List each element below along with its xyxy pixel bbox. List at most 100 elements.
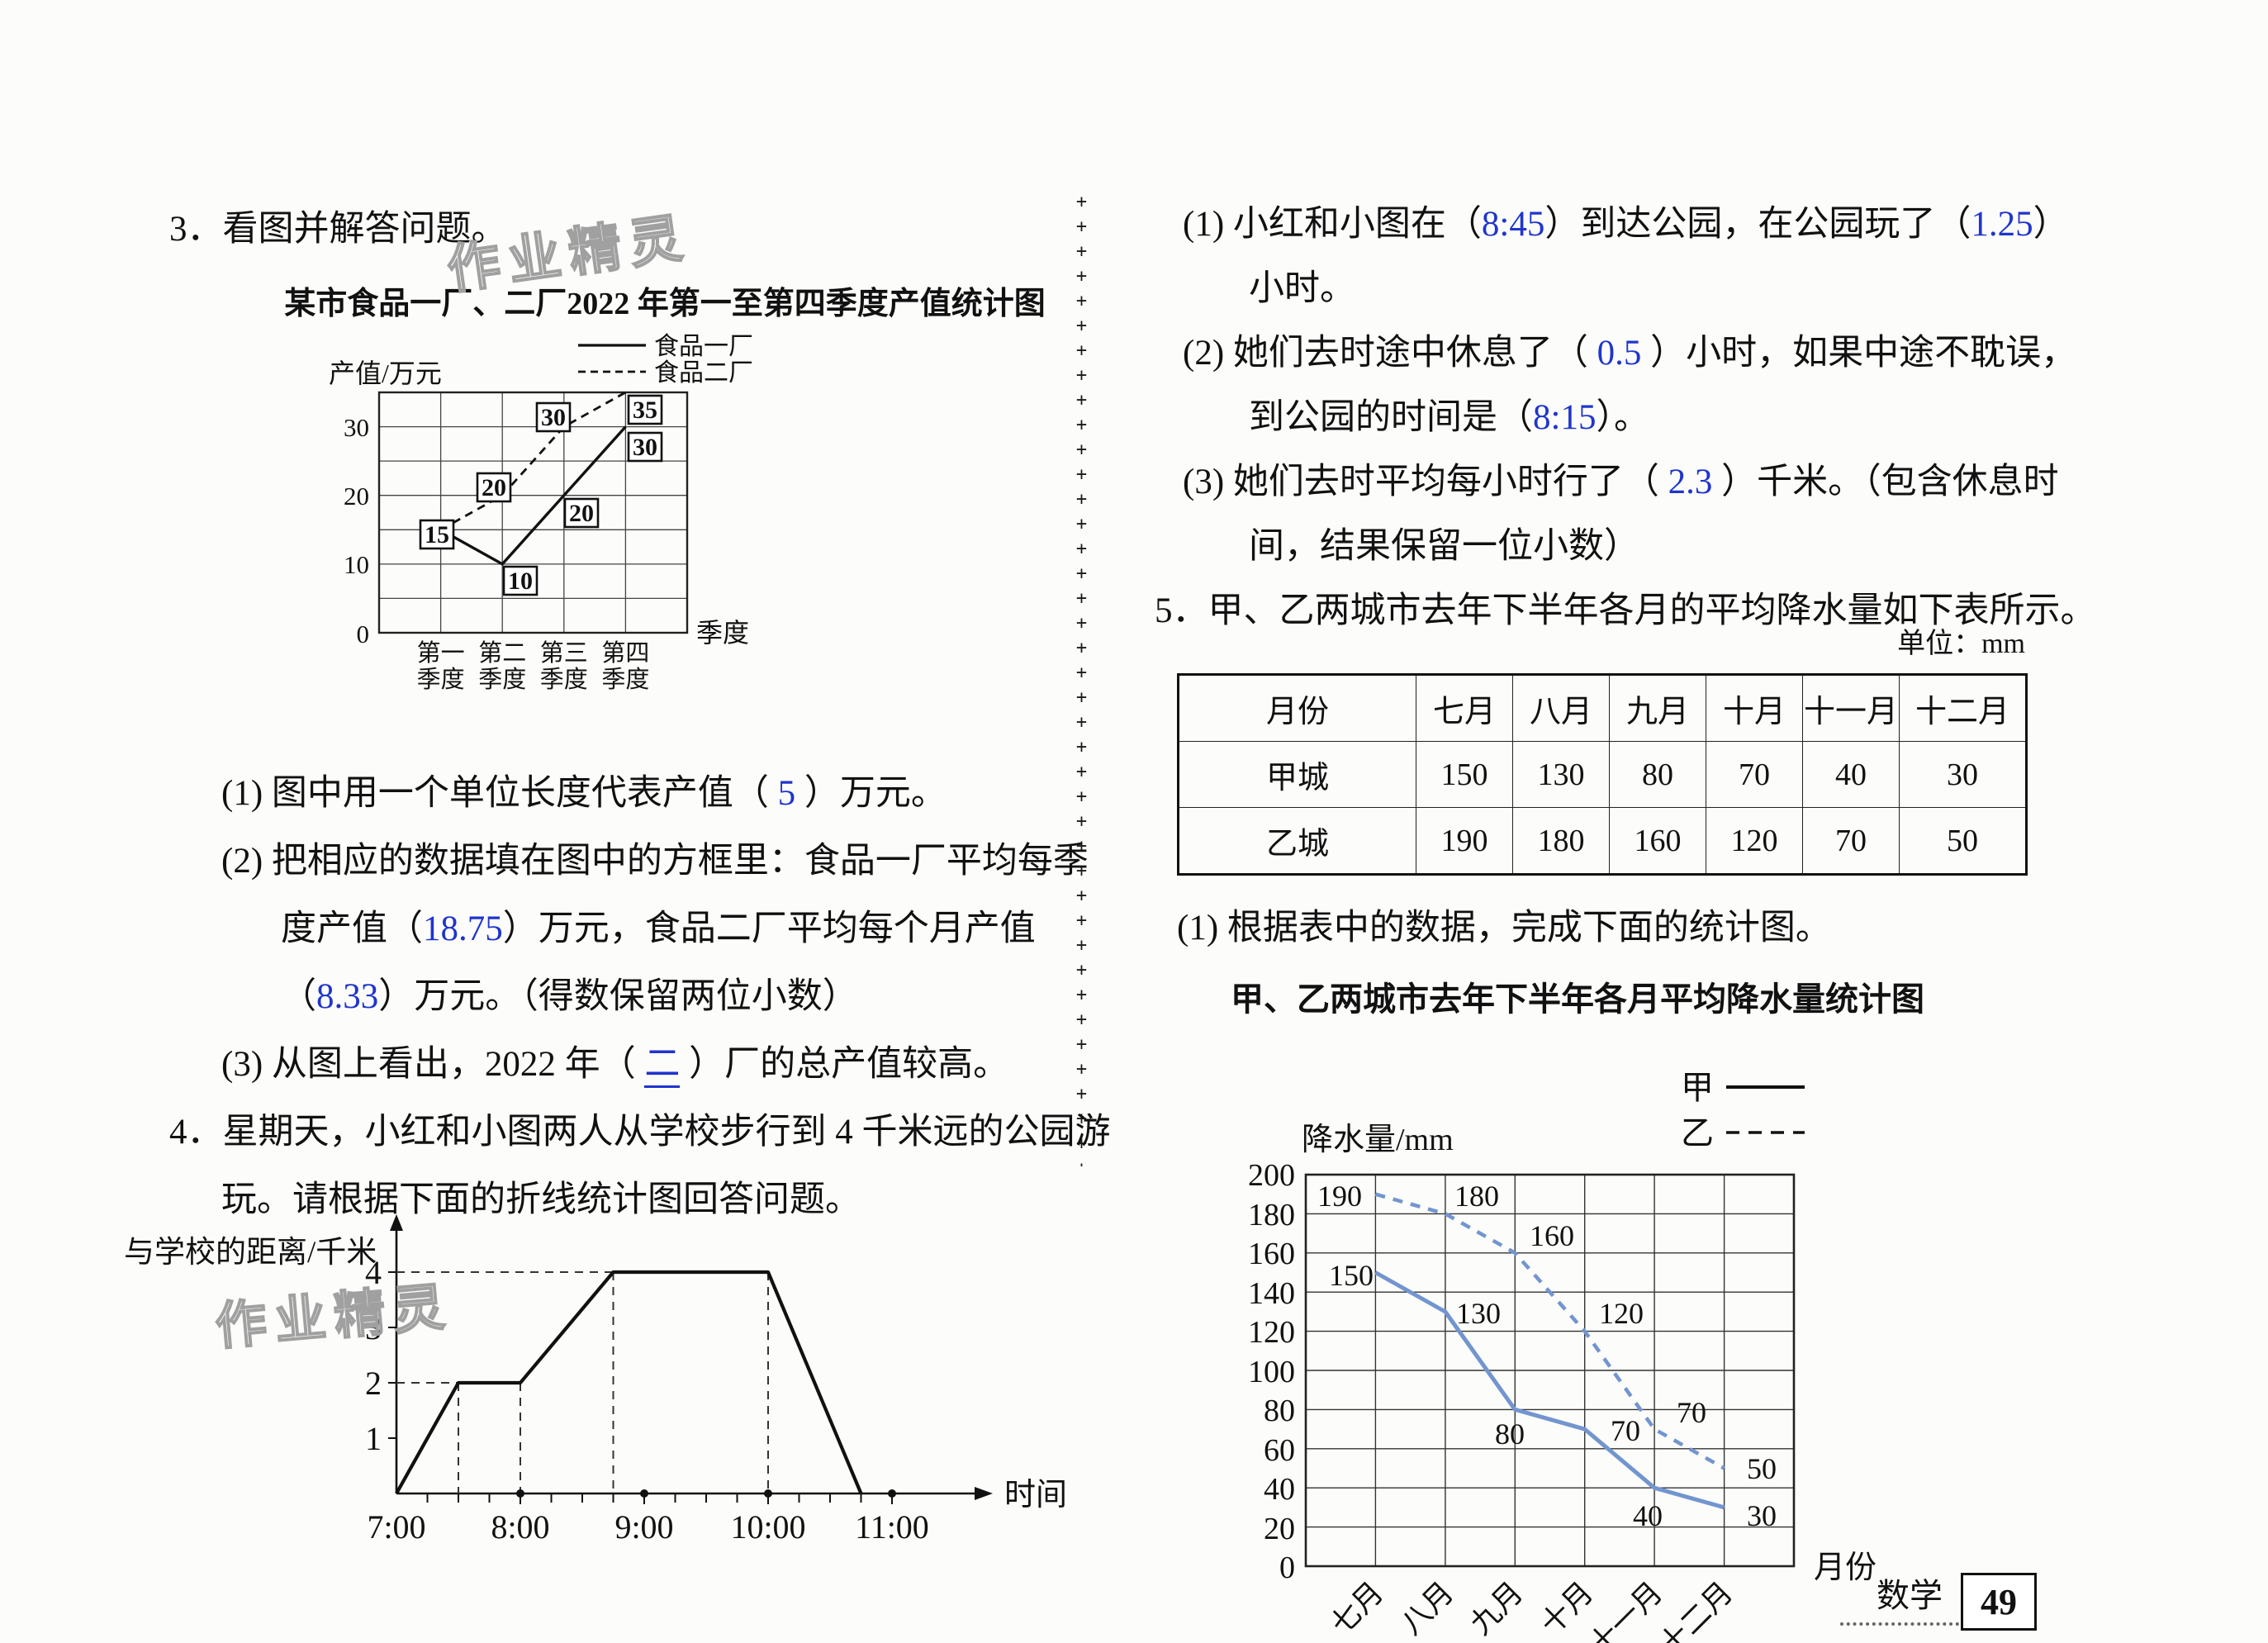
header-cell: 七月 xyxy=(1416,674,1513,742)
chart1-cat: 第三 xyxy=(540,639,588,667)
chart1-title: 某市食品一厂、二厂2022 年第一至第四季度产值统计图 xyxy=(284,287,1046,321)
q4-answer3: (3) 她们去时平均每小时行了（ 2.3 ）千米。（包含休息时 xyxy=(1183,463,2059,501)
rainfall-table: 月份 七月 八月 九月 十月 十一月 十二月 甲城 150 130 80 70 … xyxy=(1177,673,2028,876)
header-cell: 九月 xyxy=(1609,674,1706,742)
chart3-legend-label: 乙 xyxy=(1681,1114,1714,1152)
chart2-xtick: 7:00 xyxy=(367,1508,425,1546)
data-label-jia: 150 xyxy=(1329,1259,1374,1292)
data-label-yi: 180 xyxy=(1454,1180,1499,1213)
cell: 70 xyxy=(1706,741,1803,808)
q4-answer3-cont: 间，结果保留一位小数） xyxy=(1249,527,1639,566)
chart1-cat: 第四 xyxy=(601,639,649,667)
chart3-month: 九月 xyxy=(1464,1575,1529,1641)
chart2-ytick: 1 xyxy=(365,1420,382,1457)
chart1-quarterly-output: 产值/万元 30 20 10 0 季度 第一 季度 第二 季度 第三 季度 第四… xyxy=(329,333,753,693)
answer-box xyxy=(419,519,455,550)
chart3-ytick: 100 xyxy=(1248,1355,1295,1389)
footer-dotted-line xyxy=(1840,1622,1959,1626)
data-label-yi: 120 xyxy=(1599,1297,1644,1330)
chart1-plot-border xyxy=(377,391,689,634)
table-row: 乙城 190 180 160 120 70 50 xyxy=(1178,807,2027,875)
data-label-jia: 30 xyxy=(1747,1499,1777,1532)
chart1-cat: 季度 xyxy=(417,666,465,693)
page-number-box: 49 xyxy=(1961,1573,2037,1631)
cell: 130 xyxy=(1512,741,1610,808)
data-label-yi: 190 xyxy=(1317,1180,1362,1213)
chart1-series-factory1-solid xyxy=(439,425,627,567)
header-cell: 十二月 xyxy=(1899,674,2027,742)
chart2-distance-time: 与学校的距离/千米 时间 4 3 2 1 7:00 8:00 9:00 10:0… xyxy=(124,1214,1067,1546)
chart1-answer-boxes: 15 20 10 30 20 35 30 xyxy=(419,394,663,596)
answer-value: 15 xyxy=(425,521,449,548)
chart1-legend-label: 食品二厂 xyxy=(654,359,753,387)
chart2-xtick: 8:00 xyxy=(491,1508,549,1546)
chart3-x-axis-label: 月份 xyxy=(1814,1550,1877,1585)
chart3-ytick: 0 xyxy=(1279,1550,1295,1585)
chart1-series-factory2-dashed xyxy=(439,391,627,531)
chart2-xtick: 10:00 xyxy=(730,1508,805,1546)
table-row: 甲城 150 130 80 70 40 30 xyxy=(1178,741,2027,808)
cell: 160 xyxy=(1609,807,1706,875)
data-label-yi: 160 xyxy=(1530,1219,1574,1252)
q3-sub1: (1) 图中用一个单位长度代表产值（ 5 ）万元。 xyxy=(221,774,947,813)
chart3-ytick: 120 xyxy=(1248,1315,1295,1350)
q3-sub2-cont2: （8.33）万元。（得数保留两位小数） xyxy=(281,977,858,1016)
chart1-cat: 第一 xyxy=(417,639,465,667)
q4-heading-cont: 玩。请根据下面的折线统计图回答问题。 xyxy=(221,1180,861,1219)
q3-sub3: (3) 从图上看出，2022 年（ 二 ）厂的总产值较高。 xyxy=(221,1043,1008,1088)
chart2-ytick: 3 xyxy=(365,1309,382,1346)
chart3-ytick: 140 xyxy=(1248,1276,1295,1311)
answer-box xyxy=(476,472,512,503)
chart3-month: 七月 xyxy=(1324,1575,1389,1641)
chart3-grid xyxy=(1306,1175,1794,1566)
page-number: 49 xyxy=(1981,1581,2017,1622)
chart3-plot-border xyxy=(1304,1173,1796,1568)
chart2-hour-dots xyxy=(516,1489,896,1498)
footer-subject: 数学 xyxy=(1877,1577,1943,1614)
chart3-ytick: 200 xyxy=(1248,1158,1295,1193)
q5-sub1: (1) 根据表中的数据，完成下面的统计图。 xyxy=(1177,909,1831,947)
answer-box xyxy=(502,565,539,596)
q3-sub2: (2) 把相应的数据填在图中的方框里：食品一厂平均每季 xyxy=(221,842,1089,881)
chart3-title: 甲、乙两城市去年下半年各月平均降水量统计图 xyxy=(1231,981,1924,1018)
chart1-legend-label: 食品一厂 xyxy=(654,333,753,360)
chart3-yticks: 200 180 160 140 120 100 80 60 40 20 0 xyxy=(1248,1158,1295,1585)
chart3-ytick: 80 xyxy=(1264,1394,1295,1428)
chart2-ytick: 2 xyxy=(365,1365,382,1402)
chart2-dashed-guides xyxy=(396,1271,769,1493)
cell: 120 xyxy=(1706,807,1803,875)
answer-box xyxy=(627,394,663,425)
answer-value: 10 xyxy=(508,567,533,595)
chart3-series-jia-solid xyxy=(1374,1270,1725,1510)
chart3-ytick: 160 xyxy=(1248,1237,1295,1271)
table-unit-label: 单位：mm xyxy=(1897,629,2025,659)
chart3-ytick: 40 xyxy=(1264,1472,1295,1507)
cell: 180 xyxy=(1512,807,1610,875)
q4-answer1: (1) 小红和小图在（8:45）到达公园，在公园玩了（1.25） xyxy=(1183,205,2069,244)
chart3-legend-label: 甲 xyxy=(1681,1069,1714,1106)
chart1-ytick: 20 xyxy=(344,482,369,510)
chart1-ytick: 10 xyxy=(344,550,369,579)
chart3-series-yi-dashed xyxy=(1374,1192,1725,1470)
data-label-yi: 70 xyxy=(1677,1396,1706,1429)
chart1-ytick: 0 xyxy=(357,620,370,648)
chart3-month-labels: 七月 八月 九月 十月 十一月 十二月 xyxy=(1324,1575,1739,1643)
cell: 50 xyxy=(1899,807,2027,875)
q4-answer1-cont: 小时。 xyxy=(1249,269,1355,308)
chart3-month: 十一月 xyxy=(1582,1575,1669,1643)
chart1-cat: 季度 xyxy=(601,666,649,693)
answer-box xyxy=(535,401,572,433)
answer-value: 20 xyxy=(569,500,594,527)
data-label-jia: 40 xyxy=(1633,1499,1663,1532)
q4-heading: 4．星期天，小红和小图两人从学校步行到 4 千米远的公园游 xyxy=(169,1113,1111,1152)
chart2-xtick: 11:00 xyxy=(855,1508,929,1546)
chart2-y-ticks xyxy=(388,1271,396,1439)
q4-answer2-cont: 到公园的时间是（8:15）。 xyxy=(1249,398,1649,437)
row-label: 甲城 xyxy=(1178,741,1416,808)
chart2-xtick: 9:00 xyxy=(614,1508,673,1546)
chart3-rainfall: 甲 乙 降水量/mm 月份 200 180 160 140 120 100 80… xyxy=(1248,1069,1877,1643)
header-cell: 十一月 xyxy=(1802,674,1900,742)
chart3-y-axis-label: 降水量/mm xyxy=(1302,1123,1454,1157)
chart2-x-ticks xyxy=(426,1493,893,1504)
q3-heading: 3．看图并解答问题。 xyxy=(169,210,507,249)
